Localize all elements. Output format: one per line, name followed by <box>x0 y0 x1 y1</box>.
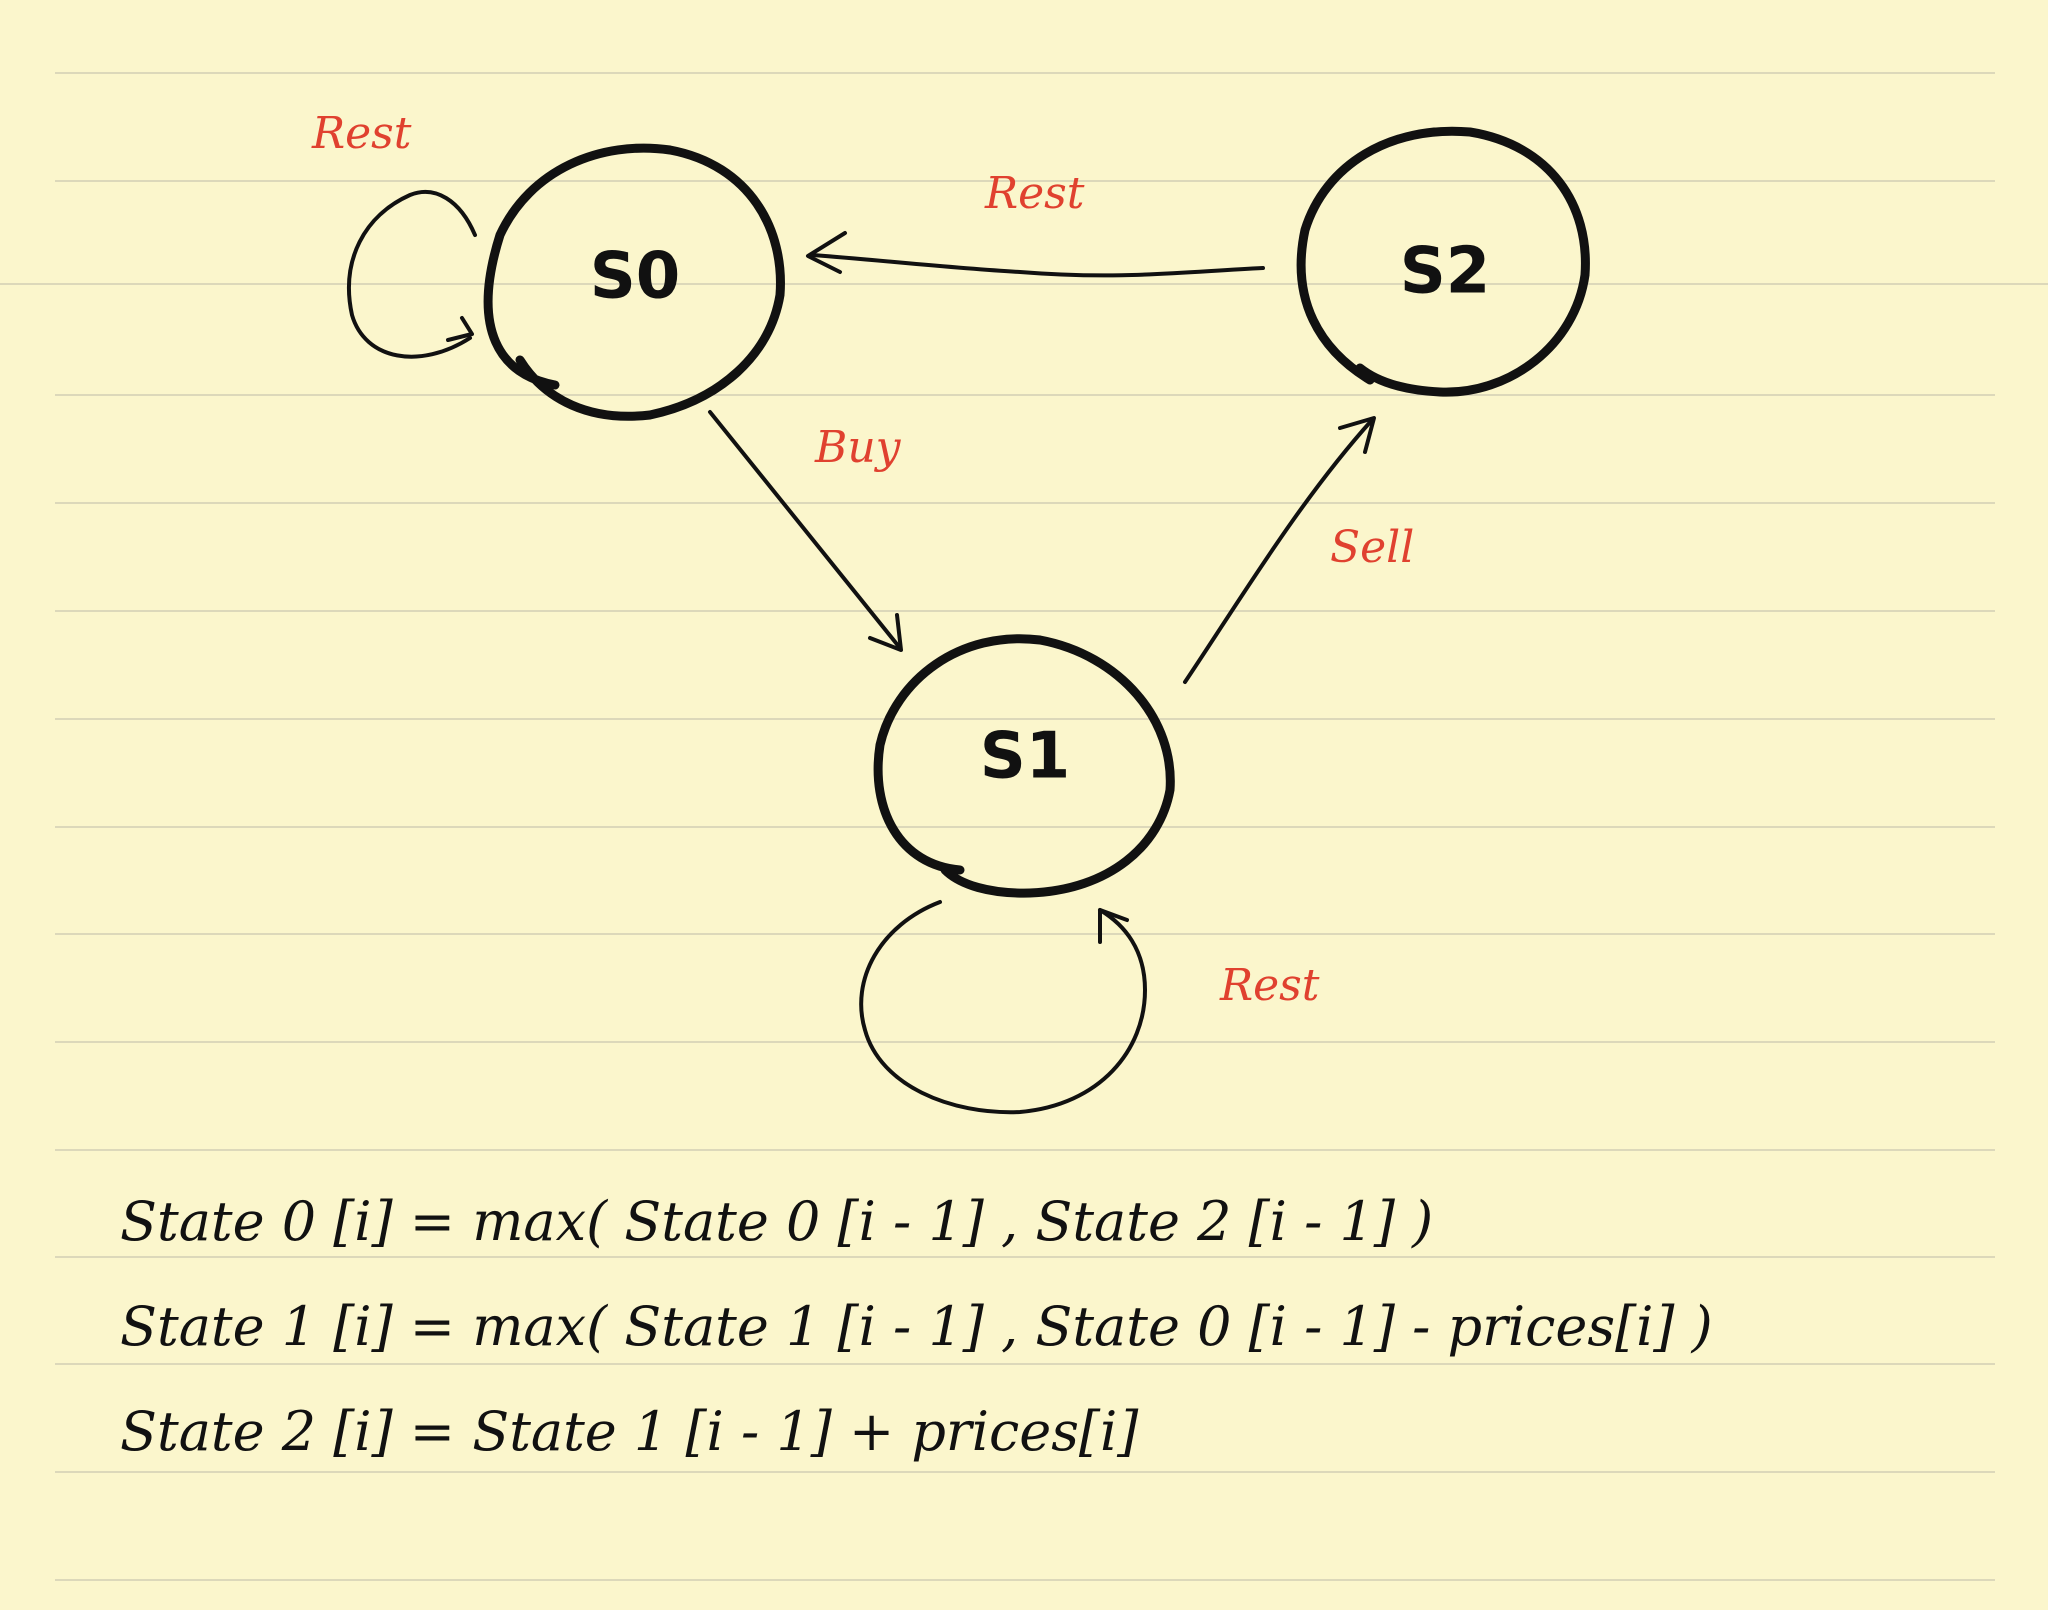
s0-self-loop-arrowhead <box>446 316 474 342</box>
transition-s1-to-s2-sell: Sell <box>1183 416 1414 684</box>
equation-state-0: State 0 [i] = max( State 0 [i - 1] , Sta… <box>120 1190 1433 1253</box>
s0-to-s1-arrow-line <box>708 410 902 650</box>
state-s0-label: S0 <box>590 240 681 314</box>
state-s1-circle <box>873 634 1175 898</box>
s0-rest-label: Rest <box>311 108 412 159</box>
state-s2-label: S2 <box>1400 235 1491 309</box>
transition-s0-to-s1-buy: Buy <box>708 410 903 652</box>
state-s0: S0 <box>483 143 785 421</box>
s1-self-loop-arc <box>859 900 1147 1115</box>
s1-self-loop-arrowhead <box>1098 908 1129 944</box>
transition-s1-rest-loop: Rest <box>859 900 1320 1115</box>
s1-to-s2-arrowhead <box>1338 416 1376 454</box>
state-s2: S2 <box>1296 126 1590 397</box>
s2-to-s0-rest-label: Rest <box>984 168 1085 219</box>
transition-s0-rest-loop: Rest <box>311 108 477 359</box>
equation-state-2: State 2 [i] = State 1 [i - 1] + prices[i… <box>120 1400 1139 1463</box>
state-s2-circle <box>1296 126 1590 397</box>
s2-to-s0-arrowhead <box>806 231 847 274</box>
s2-to-s0-arrow-line <box>810 253 1265 278</box>
state-s0-circle <box>483 143 785 421</box>
s0-to-s1-buy-label: Buy <box>814 422 902 473</box>
s1-rest-label: Rest <box>1219 960 1320 1011</box>
state-s1: S1 <box>873 634 1175 898</box>
transition-s2-to-s0-rest: Rest <box>806 168 1265 278</box>
recurrence-equations: State 0 [i] = max( State 0 [i - 1] , Sta… <box>120 1190 1713 1463</box>
s0-to-s1-arrowhead <box>868 613 903 652</box>
s1-to-s2-arrow-line <box>1183 418 1374 684</box>
ruled-lines <box>0 72 2048 1581</box>
equation-state-1: State 1 [i] = max( State 1 [i - 1] , Sta… <box>120 1295 1713 1358</box>
s0-self-loop-arc <box>347 189 477 359</box>
state-s1-label: S1 <box>980 720 1071 794</box>
s1-to-s2-sell-label: Sell <box>1330 522 1414 573</box>
